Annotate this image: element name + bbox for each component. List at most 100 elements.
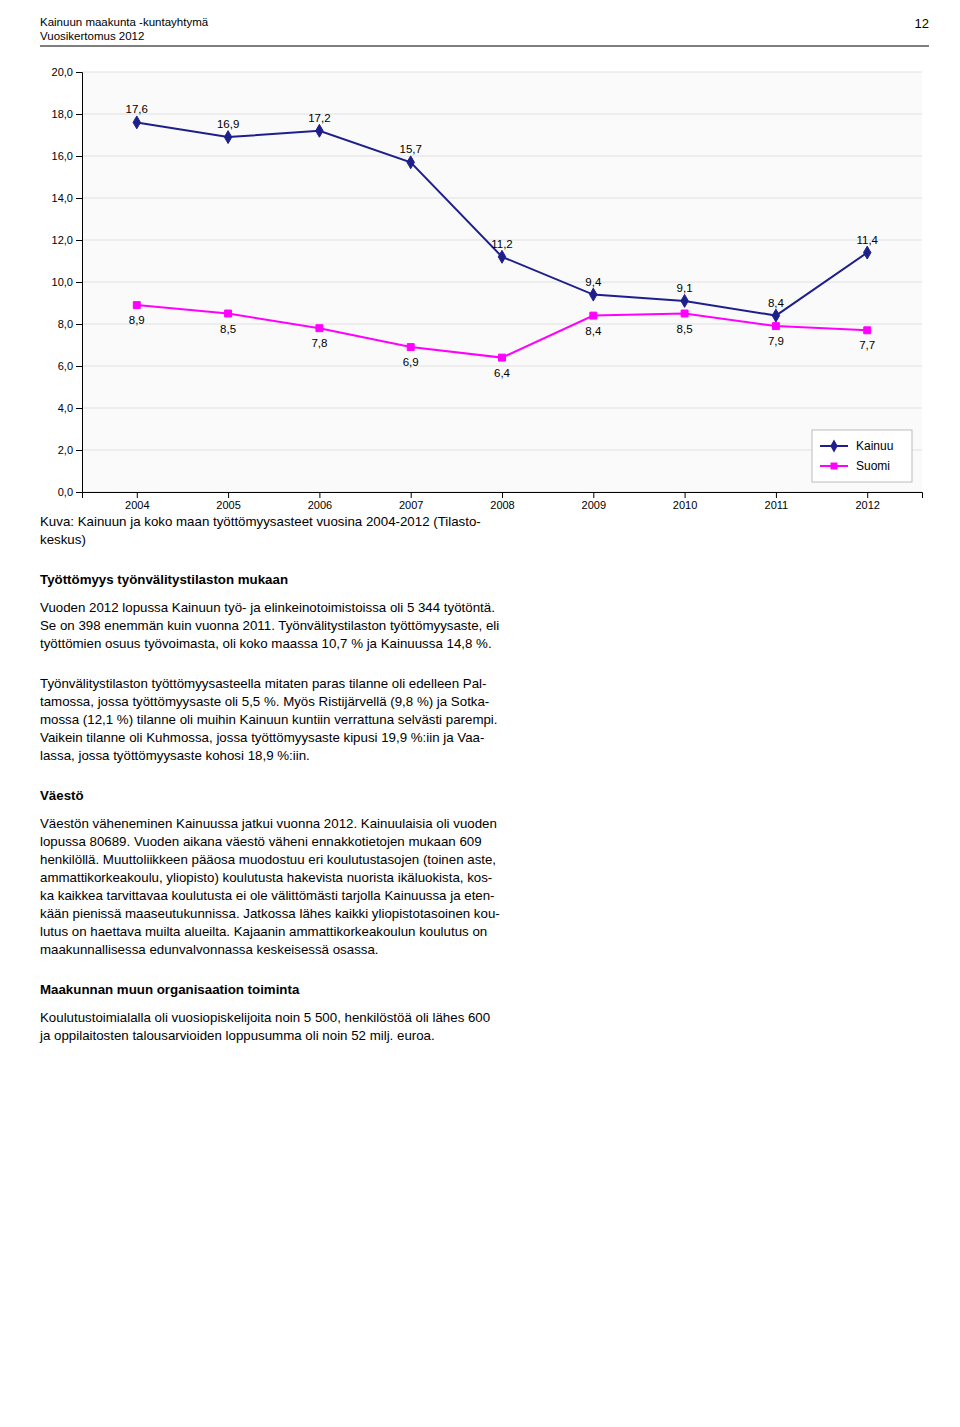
x-tick: 2007 bbox=[399, 492, 423, 511]
data-label: 11,2 bbox=[491, 238, 513, 250]
series-point bbox=[316, 124, 323, 137]
y-tick-label: 16,0 bbox=[52, 150, 73, 162]
x-axis: 200420052006200720082009201020112012 bbox=[83, 492, 923, 511]
data-label: 17,2 bbox=[308, 112, 330, 124]
section-line: henkilöllä. Muuttoliikkeen pääosa muodos… bbox=[40, 852, 496, 867]
y-tick-mark bbox=[76, 408, 82, 409]
data-label: 7,8 bbox=[311, 337, 327, 349]
y-tick-label: 20,0 bbox=[52, 66, 73, 78]
y-tick-label: 0,0 bbox=[58, 486, 73, 498]
y-tick-mark bbox=[76, 324, 82, 325]
y-tick-mark bbox=[76, 198, 82, 199]
y-tick-mark bbox=[76, 492, 82, 493]
x-tick-mark bbox=[411, 492, 412, 498]
x-tick-mark bbox=[867, 492, 868, 498]
series-point bbox=[681, 294, 688, 307]
y-tick: 0,0 bbox=[58, 486, 82, 498]
series-point bbox=[225, 310, 232, 317]
x-tick-label: 2004 bbox=[125, 499, 149, 511]
y-tick-mark bbox=[76, 156, 82, 157]
legend-swatch-marker bbox=[830, 440, 837, 453]
page: Kainuun maakunta -kuntayhtymäVuosikertom… bbox=[0, 0, 960, 1427]
data-label: 8,4 bbox=[585, 325, 602, 337]
section-line: Koulutustoimialalla oli vuosiopiskelijoi… bbox=[40, 1010, 490, 1025]
y-tick-mark bbox=[76, 240, 82, 241]
grid-line bbox=[82, 282, 922, 283]
y-tick: 4,0 bbox=[58, 402, 82, 414]
x-tick-mark bbox=[593, 492, 594, 498]
header-line: Vuosikertomus 2012 bbox=[40, 30, 144, 42]
series-point bbox=[499, 354, 506, 361]
data-label: 8,9 bbox=[129, 314, 145, 326]
data-label: 8,5 bbox=[220, 323, 236, 335]
body-text: Kuva: Kainuun ja koko maan työttömyysast… bbox=[39, 514, 500, 1043]
x-tick-mark bbox=[685, 492, 686, 498]
x-tick: 2009 bbox=[582, 492, 606, 511]
grid bbox=[82, 72, 922, 492]
section-line: työttömien osuus työvoimasta, oli koko m… bbox=[40, 636, 492, 651]
y-tick-label: 12,0 bbox=[52, 234, 73, 246]
section-title: Väestö bbox=[40, 788, 84, 803]
series-point bbox=[498, 250, 505, 263]
series-point bbox=[133, 116, 140, 129]
grid-line bbox=[82, 324, 922, 325]
data-label: 8,5 bbox=[677, 323, 693, 335]
y-tick-mark bbox=[76, 72, 82, 73]
series-point bbox=[133, 302, 140, 309]
data-label: 7,7 bbox=[859, 339, 875, 351]
y-axis: 0,02,04,06,08,010,012,014,016,018,020,0 bbox=[52, 66, 83, 498]
y-tick-mark bbox=[76, 114, 82, 115]
y-tick-mark bbox=[76, 450, 82, 451]
x-tick-mark bbox=[319, 492, 320, 498]
x-tick-mark bbox=[776, 492, 777, 498]
section-line: kään pienissä maaseutukunnissa. Jatkossa… bbox=[40, 906, 500, 921]
series-marks bbox=[133, 116, 871, 361]
x-tick-label: 2010 bbox=[673, 499, 697, 511]
section-line: mossa (12,1 %) tilanne oli muihin Kainuu… bbox=[40, 712, 498, 727]
series-point bbox=[316, 325, 323, 332]
series-line bbox=[137, 122, 867, 315]
y-tick-label: 2,0 bbox=[58, 444, 73, 456]
chart: 2004200520062007200820092010201120120,02… bbox=[52, 66, 923, 511]
legend-item: Kainuu bbox=[820, 439, 893, 453]
x-tick-label: 2005 bbox=[216, 499, 240, 511]
data-label: 9,1 bbox=[677, 282, 693, 294]
series-point bbox=[681, 310, 688, 317]
data-label: 8,4 bbox=[768, 297, 785, 309]
y-tick-label: 14,0 bbox=[52, 192, 73, 204]
section-line: lassa, jossa työttömyysaste kohosi 18,9 … bbox=[40, 748, 310, 763]
section-line: lutus on haettava muilta alueilta. Kajaa… bbox=[40, 924, 487, 939]
y-tick-label: 18,0 bbox=[52, 108, 73, 120]
y-tick: 2,0 bbox=[58, 444, 82, 456]
x-tick-mark bbox=[137, 492, 138, 498]
section-line: Vaikein tilanne oli Kuhmossa, jossa työt… bbox=[40, 730, 484, 745]
x-tick-label: 2011 bbox=[765, 499, 789, 511]
series-point bbox=[407, 344, 414, 351]
y-tick-label: 8,0 bbox=[58, 318, 73, 330]
caption-line: Kuva: Kainuun ja koko maan työttömyysast… bbox=[40, 514, 481, 529]
x-tick-mark bbox=[228, 492, 229, 498]
section-line: ja oppilaitosten talousarvioiden loppusu… bbox=[39, 1028, 435, 1043]
legend-item: Suomi bbox=[820, 459, 890, 473]
section-line: Se on 398 enemmän kuin vuonna 2011. Työn… bbox=[40, 618, 499, 633]
grid-line bbox=[82, 408, 922, 409]
data-label: 9,4 bbox=[585, 276, 602, 288]
series-point bbox=[772, 323, 779, 330]
x-tick: 2011 bbox=[765, 492, 789, 511]
data-label: 6,4 bbox=[494, 367, 511, 379]
data-label: 6,9 bbox=[403, 356, 419, 368]
y-tick: 6,0 bbox=[58, 360, 82, 372]
y-axis-line bbox=[76, 73, 83, 493]
plot-background bbox=[82, 72, 922, 492]
y-tick: 18,0 bbox=[52, 108, 82, 120]
caption-line: keskus) bbox=[40, 532, 86, 547]
header: Kainuun maakunta -kuntayhtymäVuosikertom… bbox=[40, 16, 929, 46]
section-line: maakunnallisessa edunvalvonnassa keskeis… bbox=[40, 942, 379, 957]
section-line: tamossa, jossa työttömyysaste oli 5,5 %.… bbox=[40, 694, 489, 709]
y-tick-label: 4,0 bbox=[58, 402, 73, 414]
data-label: 15,7 bbox=[400, 143, 422, 155]
series-line bbox=[137, 305, 867, 358]
y-tick-mark bbox=[76, 282, 82, 283]
y-tick: 14,0 bbox=[52, 192, 82, 204]
data-label: 7,9 bbox=[768, 335, 784, 347]
